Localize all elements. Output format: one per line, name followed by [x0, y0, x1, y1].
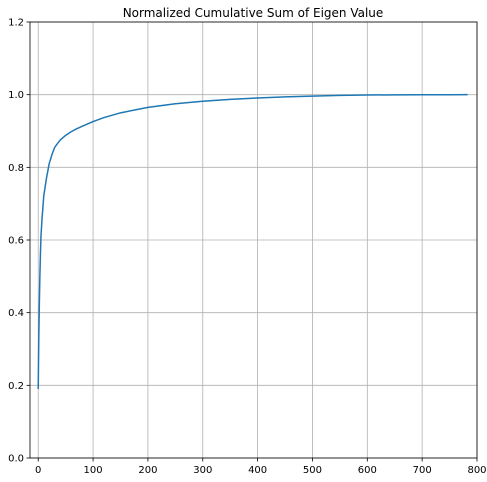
y-tick-label: 0.6 [8, 236, 24, 247]
y-tick-label: 1.0 [8, 90, 24, 101]
y-tick-label: 0.2 [8, 381, 24, 392]
grid-lines [30, 21, 478, 459]
chart-title: Normalized Cumulative Sum of Eigen Value [123, 6, 384, 20]
x-tick-label: 0 [35, 465, 41, 476]
plot-area [37, 93, 468, 389]
x-tick-label: 200 [138, 465, 157, 476]
y-tick-label: 0.8 [8, 163, 24, 174]
y-tick-label: 0.0 [8, 454, 24, 465]
axis-ticks: 0 100 200 300 400 500 600 700 800 0.0 0.2 0.4 0.6 0.8… [8, 18, 486, 477]
x-tick-label: 300 [193, 465, 212, 476]
y-tick-label: 0.4 [8, 308, 24, 319]
x-tick-label: 600 [358, 465, 377, 476]
series-line [37, 93, 468, 389]
x-tick-label: 400 [248, 465, 267, 476]
x-tick-label: 700 [413, 465, 432, 476]
x-tick-label: 500 [303, 465, 322, 476]
x-tick-label: 100 [84, 465, 103, 476]
y-tick-label: 1.2 [8, 18, 24, 29]
x-tick-label: 800 [467, 465, 486, 476]
